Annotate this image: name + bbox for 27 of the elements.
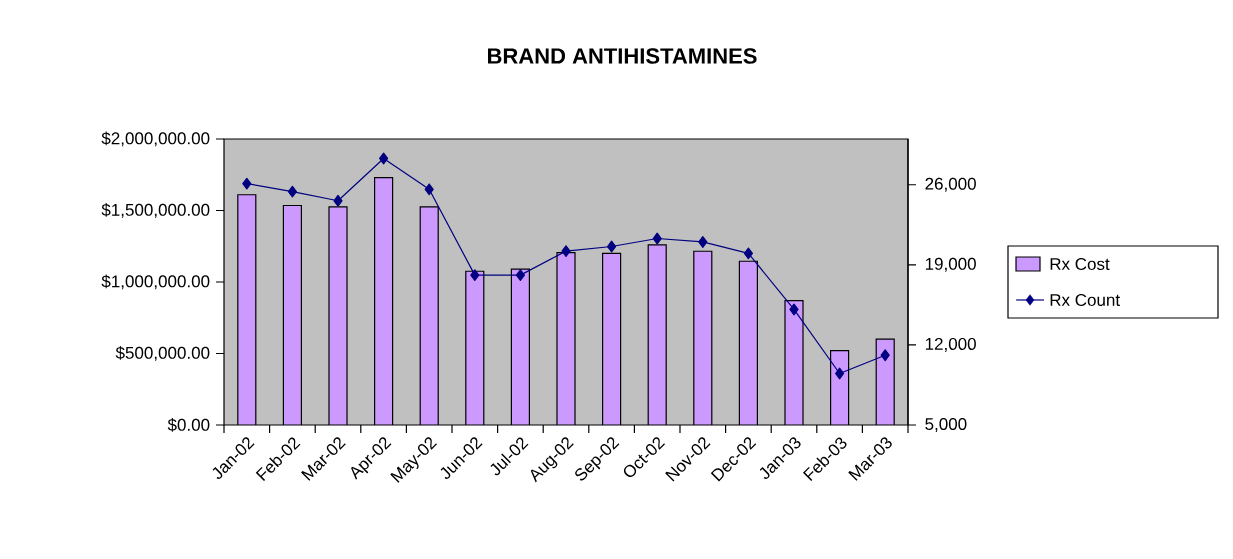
point [607,240,617,253]
y2-tick-label: 19,000 [925,257,976,272]
point [880,349,890,362]
y-tick-label: $500,000.00 [115,346,210,361]
y-tick-label: $1,500,000.00 [101,203,210,218]
point [561,245,571,258]
legend-label: Rx Cost [1050,257,1110,270]
point [835,367,845,380]
point [515,269,526,282]
point [698,236,708,248]
y2-tick-label: 12,000 [925,337,976,352]
point [242,177,252,190]
point [287,185,298,198]
y-tick-label: $0.00 [167,418,210,432]
chart-title: BRAND ANTIHISTAMINES [488,48,757,64]
y2-tick-label: 26,000 [925,177,976,192]
point [379,152,389,165]
point [424,183,434,196]
point [743,247,753,260]
point [652,232,662,245]
point [470,269,480,282]
y-tick-label: $1,000,000.00 [101,274,210,290]
y2-tick-label: 5,000 [925,417,967,433]
y-tick-label: $2,000,000.00 [101,131,210,147]
point [789,303,799,316]
legend-label: Rx Count [1050,293,1120,307]
point [333,194,343,207]
